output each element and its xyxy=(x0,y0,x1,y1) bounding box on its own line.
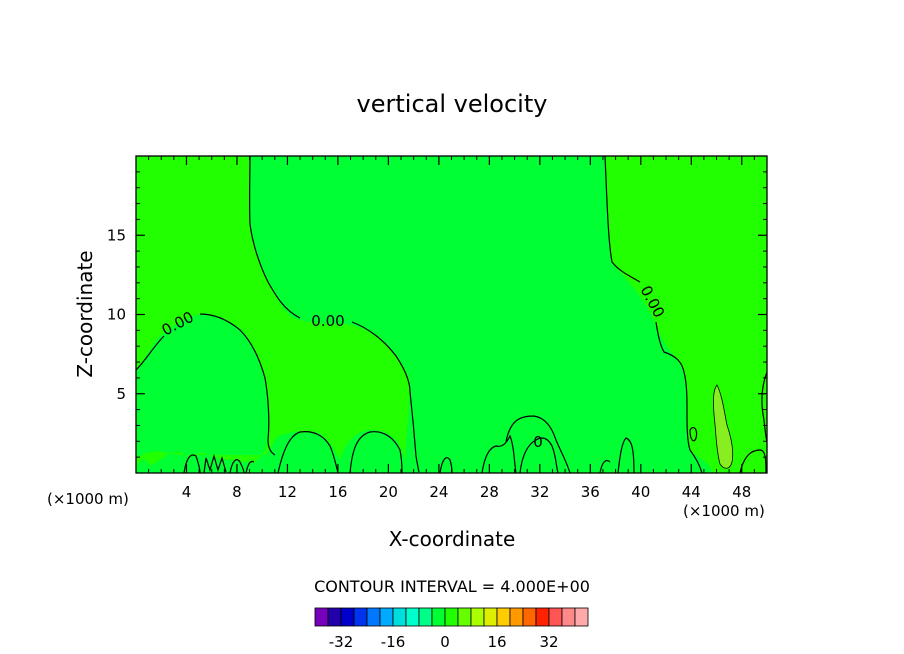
positive-peak-region xyxy=(713,384,734,469)
contour-label-center: 0.00 xyxy=(311,312,344,330)
colorbar-tick-label: 16 xyxy=(487,633,506,651)
chart-title: vertical velocity xyxy=(357,90,548,118)
colorbar-tick-label: -32 xyxy=(329,633,354,651)
x-tick-label: 8 xyxy=(232,483,242,501)
colorbar-swatch xyxy=(457,607,472,627)
contour-line-left xyxy=(135,313,276,456)
x-tick-label: 16 xyxy=(328,483,347,501)
plot-area: 0.00 0.00 0.00 0 xyxy=(135,155,768,474)
x-tick-label: 44 xyxy=(682,483,701,501)
colorbar-swatch xyxy=(431,607,446,627)
contour-line-far-right xyxy=(761,371,768,443)
x-tick-label: 48 xyxy=(732,483,751,501)
contour-lines xyxy=(135,155,768,474)
colorbar-swatch xyxy=(444,607,459,627)
colorbar-swatch xyxy=(353,607,368,627)
colorbar xyxy=(314,607,589,627)
contour-interval-label: CONTOUR INTERVAL = 4.000E+00 xyxy=(314,577,590,596)
x-tick-label: 36 xyxy=(581,483,600,501)
colorbar-swatch xyxy=(548,607,563,627)
x-tick-label: 24 xyxy=(429,483,448,501)
colorbar-swatch xyxy=(379,607,394,627)
x-tick-label: 28 xyxy=(480,483,499,501)
colorbar-swatch xyxy=(496,607,511,627)
x-tick-label: 12 xyxy=(278,483,297,501)
colorbar-swatch xyxy=(327,607,342,627)
contour-bumps xyxy=(183,415,767,474)
colorbar-swatch xyxy=(561,607,576,627)
colorbar-swatch xyxy=(405,607,420,627)
colorbar-tick-label: -16 xyxy=(381,633,406,651)
y-axis-ticks: 5 10 15 xyxy=(107,171,767,458)
x-axis-label: X-coordinate xyxy=(389,527,516,551)
y-tick-label: 10 xyxy=(107,306,126,324)
colorbar-swatch xyxy=(470,607,485,627)
x-tick-label: 40 xyxy=(631,483,650,501)
x-tick-label: 4 xyxy=(182,483,192,501)
x-axis-ticks: 4 8 12 16 20 24 28 32 36 40 44 48 xyxy=(148,156,755,501)
colorbar-tick-label: 32 xyxy=(539,633,558,651)
y-tick-label: 15 xyxy=(107,226,126,244)
colorbar-swatch xyxy=(522,607,537,627)
colorbar-swatch xyxy=(392,607,407,627)
colorbar-swatch xyxy=(340,607,355,627)
colorbar-tick-label: 0 xyxy=(440,633,450,651)
colorbar-swatch xyxy=(418,607,433,627)
colorbar-swatch xyxy=(483,607,498,627)
y-tick-label: 5 xyxy=(116,385,126,403)
colorbar-swatch xyxy=(314,607,329,627)
near-zero-region xyxy=(136,156,712,473)
y-axis-label: Z-coordinate xyxy=(73,250,97,377)
contour-line-center xyxy=(248,155,420,473)
contour-label-small: 0 xyxy=(533,433,543,451)
x-tick-label: 20 xyxy=(379,483,398,501)
contour-line-right xyxy=(604,155,703,474)
colorbar-labels: -32 -16 0 16 32 xyxy=(329,633,559,651)
x-unit-left: (×1000 m) xyxy=(47,490,129,508)
colorbar-swatch xyxy=(535,607,550,627)
colorbar-swatch xyxy=(366,607,381,627)
x-unit-right: (×1000 m) xyxy=(683,502,765,520)
colorbar-swatch xyxy=(509,607,524,627)
x-tick-label: 32 xyxy=(530,483,549,501)
colorbar-swatch xyxy=(574,607,589,627)
